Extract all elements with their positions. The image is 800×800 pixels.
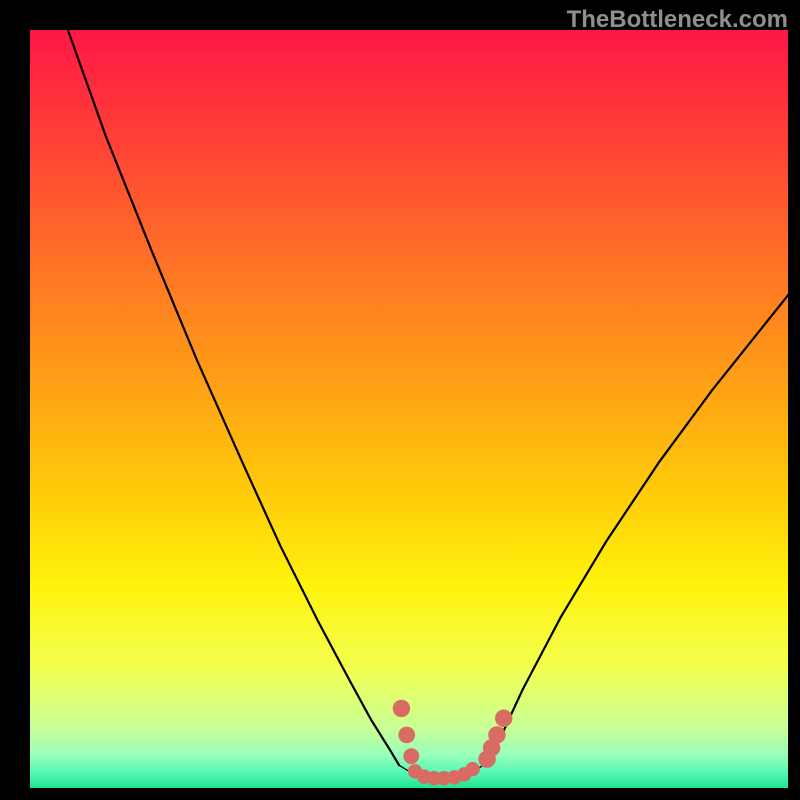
chart-svg	[30, 30, 788, 788]
plot-area	[30, 30, 788, 788]
data-marker	[495, 710, 512, 727]
gradient-background	[30, 30, 788, 788]
data-marker	[465, 762, 479, 776]
data-marker	[488, 726, 505, 743]
data-marker	[403, 748, 419, 764]
chart-container: TheBottleneck.com	[0, 0, 800, 800]
data-marker	[398, 727, 415, 744]
data-marker	[393, 700, 410, 717]
